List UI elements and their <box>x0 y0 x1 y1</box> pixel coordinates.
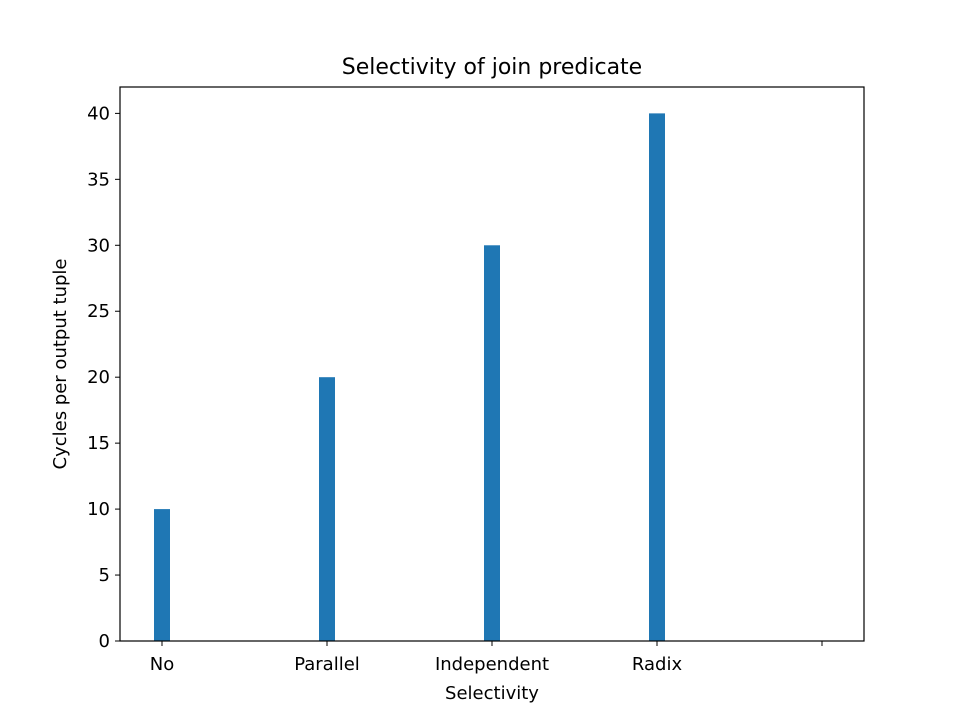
y-tick-label: 5 <box>99 565 110 586</box>
x-tick-label: Independent <box>435 654 549 675</box>
x-axis-ticks: No Parallel Independent Radix <box>150 641 823 675</box>
y-tick-label: 30 <box>87 235 110 256</box>
y-tick-label: 35 <box>87 169 110 190</box>
y-tick-label: 40 <box>87 103 110 124</box>
bar-no <box>154 509 170 641</box>
y-tick-label: 25 <box>87 301 110 322</box>
y-axis-ticks: 0 5 10 15 20 25 30 35 40 <box>87 103 120 652</box>
chart-title: Selectivity of join predicate <box>342 55 642 80</box>
y-tick-label: 15 <box>87 433 110 454</box>
x-axis-label: Selectivity <box>445 683 539 704</box>
x-tick-label: No <box>150 654 174 675</box>
bars-layer <box>154 113 665 642</box>
y-axis-label: Cycles per output tuple <box>50 259 71 470</box>
bar-independent <box>484 245 500 642</box>
x-tick-label: Parallel <box>294 654 360 675</box>
bar-radix <box>649 113 665 641</box>
y-tick-label: 20 <box>87 367 110 388</box>
plot-frame <box>119 86 865 642</box>
x-tick-label: Radix <box>632 654 683 675</box>
y-tick-label: 10 <box>87 499 110 520</box>
y-tick-label: 0 <box>99 631 110 652</box>
bar-parallel <box>319 377 335 641</box>
